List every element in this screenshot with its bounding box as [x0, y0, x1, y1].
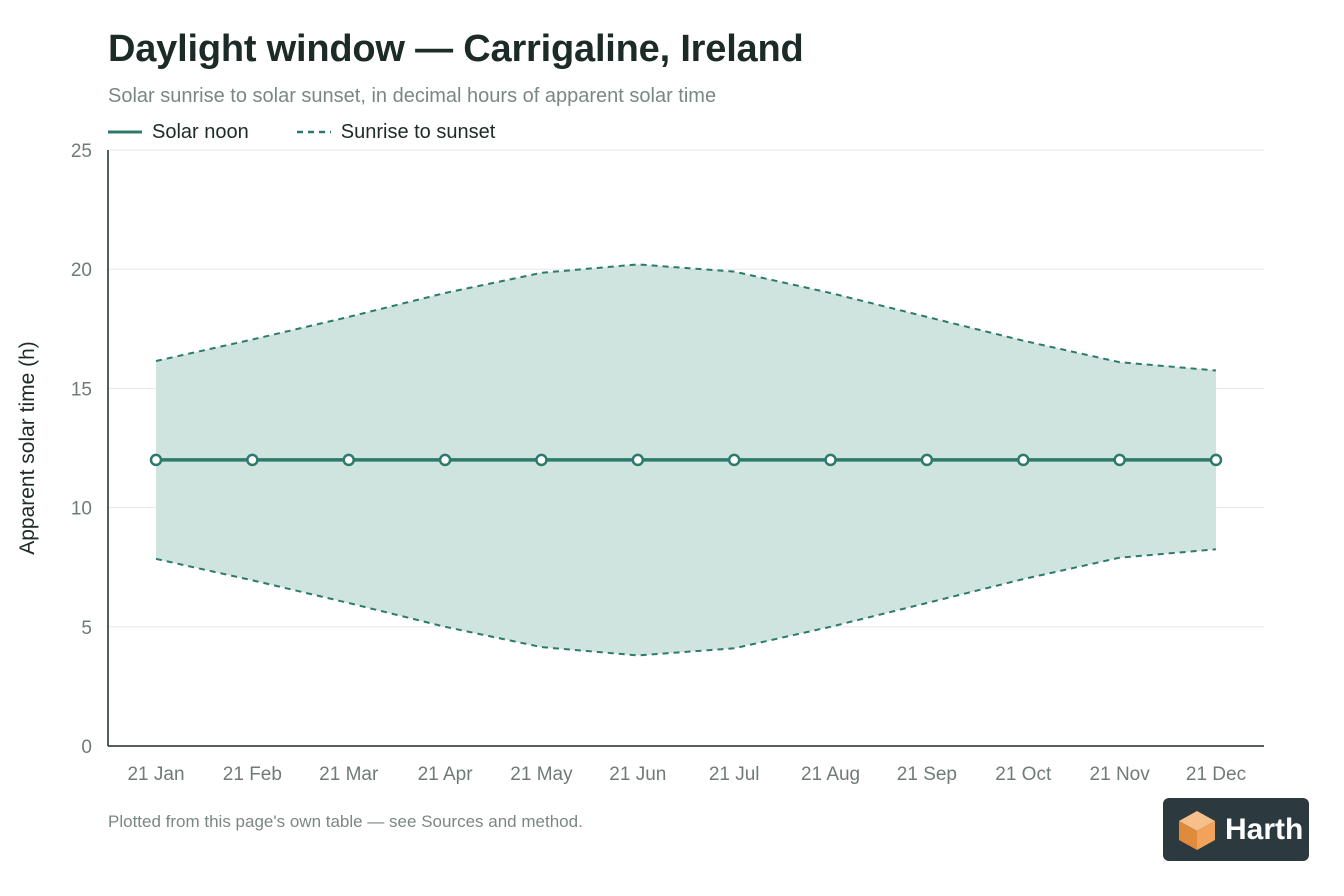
cube-logo-icon [1179, 810, 1215, 850]
x-tick-label: 21 Sep [897, 764, 957, 785]
solar-noon-points [149, 453, 1223, 467]
chart-legend: Solar noon Sunrise to sunset [108, 120, 543, 144]
y-tick-label: 15 [71, 379, 92, 400]
source-footnote: Plotted from this page's own table — see… [108, 812, 583, 831]
page-title: Daylight window — Carrigaline, Ireland [108, 28, 804, 70]
solar-noon-point [149, 453, 163, 467]
y-tick-label: 0 [81, 737, 92, 758]
chart-axes [107, 150, 1264, 747]
solar-noon-point [631, 453, 645, 467]
brand-name: Harth [1225, 812, 1304, 846]
solar-noon-point [1209, 453, 1223, 467]
legend-label-sunrise-sunset: Sunrise to sunset [340, 120, 496, 143]
solar-noon-point [342, 453, 355, 467]
solar-noon-point [727, 453, 741, 467]
dashed-line-swatch-icon [296, 130, 331, 134]
x-tick-label: 21 Apr [418, 764, 474, 785]
x-tick-label: 21 Jan [127, 764, 184, 785]
solar-noon-point [535, 453, 548, 467]
y-tick-label: 20 [71, 260, 92, 281]
x-tick-label: 21 Jul [709, 764, 760, 785]
x-tick-label: 21 Oct [995, 764, 1052, 785]
x-tick-labels: 21 Jan 21 Feb 21 Mar 21 Apr 21 May 21 Jun 21 J… [127, 764, 1246, 785]
solar-noon-point [1017, 453, 1030, 467]
legend-label-solar-noon: Solar noon [152, 120, 249, 143]
sunrise-dashed-line [155, 548, 1217, 657]
x-tick-label: 21 Feb [223, 764, 282, 785]
x-tick-label: 21 Aug [801, 764, 860, 785]
y-tick-label: 25 [71, 141, 92, 162]
solar-noon-point [246, 453, 259, 467]
x-tick-label: 21 Dec [1186, 764, 1246, 785]
y-tick-labels: 0 5 10 15 20 25 [71, 141, 92, 758]
legend-item-sunrise-sunset: Sunrise to sunset [296, 120, 496, 144]
solar-noon-point [438, 453, 452, 467]
page-subtitle: Solar sunrise to solar sunset, in decima… [108, 85, 717, 107]
x-tick-label: 21 May [510, 764, 573, 785]
harth-logo: Harth [1163, 798, 1309, 861]
solar-noon-point [1113, 453, 1126, 467]
solar-noon-point [920, 453, 934, 467]
solid-line-swatch-icon [108, 130, 142, 134]
daylight-chart: 0 5 10 15 20 25 21 Jan 21 Feb 21 Mar 21 Apr 21 Ma… [16, 141, 1264, 785]
x-tick-label: 21 Nov [1090, 764, 1151, 785]
legend-item-solar-noon: Solar noon [108, 120, 249, 144]
y-tick-label: 10 [71, 499, 92, 520]
x-tick-label: 21 Jun [609, 764, 666, 785]
sunset-dashed-line [155, 263, 1217, 372]
y-axis-label: Apparent solar time (h) [16, 341, 39, 555]
solar-noon-point [824, 453, 837, 467]
x-tick-label: 21 Mar [319, 764, 379, 785]
y-tick-label: 5 [81, 618, 92, 639]
